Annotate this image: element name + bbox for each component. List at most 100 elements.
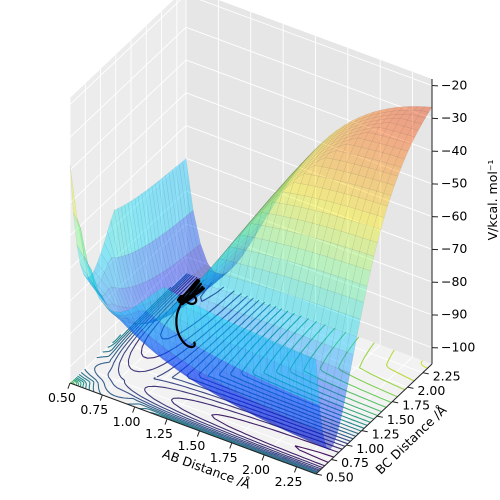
surface-cell: [330, 258, 342, 277]
surface-cell: [243, 217, 255, 230]
surface-cell: [403, 109, 415, 115]
surface-cell: [276, 228, 288, 245]
surface-cell: [321, 157, 334, 169]
surface-cell: [256, 202, 268, 216]
surface-cell: [292, 404, 304, 422]
surface-cell: [365, 188, 377, 202]
surface-cell: [191, 326, 203, 345]
surface-cell: [355, 197, 367, 212]
surface-cell: [365, 167, 377, 180]
surface-cell: [372, 190, 385, 205]
surface-cell: [367, 119, 379, 126]
surface-cell: [241, 231, 253, 247]
surface-cell: [144, 335, 156, 348]
surface-cell: [116, 314, 129, 319]
surface-cell: [317, 323, 329, 345]
x-tick-mark: [294, 466, 298, 473]
surface-cell: [280, 177, 292, 192]
surface-cell: [217, 382, 229, 396]
surface-cell: [363, 123, 376, 130]
surface-cell: [263, 193, 275, 207]
y-axis-line: [315, 363, 433, 475]
surface-cell: [296, 420, 308, 434]
surface-cell: [219, 274, 231, 292]
surface-cell: [111, 286, 123, 308]
surface-cell: [207, 310, 219, 359]
surface-cell: [204, 282, 216, 289]
surface-cell: [275, 186, 287, 198]
surface-cell: [359, 268, 371, 287]
surface-cell: [385, 114, 397, 120]
surface-cell: [223, 358, 236, 376]
contour-line: [77, 310, 365, 429]
surface-cell: [114, 208, 126, 257]
surface-cell: [206, 386, 218, 394]
surface-cell: [289, 173, 301, 183]
surface-cell: [223, 291, 235, 310]
x-tick-mark: [132, 406, 136, 413]
surface-cell: [189, 248, 202, 272]
surface-cell: [305, 147, 317, 160]
surface-cell: [245, 397, 258, 411]
surface-cell: [186, 212, 198, 250]
surface-cell: [310, 148, 322, 158]
surface-cell: [163, 307, 175, 313]
surface-cell: [204, 263, 216, 276]
y-tick-label: 1.50: [387, 412, 415, 427]
surface-cell: [309, 284, 321, 305]
surface-cell: [126, 317, 138, 324]
surface-cell: [243, 218, 255, 231]
surface-cell: [278, 177, 290, 190]
surface-cell: [247, 251, 259, 269]
surface-cell: [239, 405, 251, 414]
surface-cell: [247, 225, 259, 241]
surface-cell: [358, 210, 371, 226]
surface-cell: [200, 280, 213, 286]
surface-cell: [198, 286, 210, 297]
x-tick-mark: [67, 382, 71, 389]
surface-cell: [294, 349, 306, 400]
surface-cell: [342, 135, 355, 143]
surface-cell: [293, 419, 305, 438]
surface-cell: [257, 202, 269, 215]
y-tick-label: 0.50: [326, 470, 354, 485]
surface-cell: [296, 168, 308, 178]
surface-cell: [155, 352, 167, 360]
surface-cell: [218, 246, 231, 261]
surface-cell: [275, 386, 287, 418]
surface-cell: [151, 315, 163, 322]
surface-cell: [345, 297, 357, 318]
surface-cell: [233, 248, 245, 264]
surface-cell: [285, 426, 298, 435]
surface-cell: [302, 151, 313, 164]
surface-cell: [248, 317, 260, 337]
surface-cell: [216, 264, 228, 278]
y-tick-mark: [346, 444, 353, 447]
surface-cell: [321, 381, 333, 403]
surface-cell: [328, 140, 340, 148]
surface-cell: [195, 289, 207, 299]
surface-cell: [284, 330, 296, 351]
surface-cell: [217, 357, 230, 389]
surface-cell: [216, 354, 228, 373]
surface-cell: [294, 280, 307, 300]
surface-cell: [355, 222, 367, 239]
surface-cell: [297, 433, 309, 441]
surface-cell: [331, 136, 343, 144]
surface-cell: [277, 291, 289, 312]
surface-cell: [127, 200, 139, 252]
surface-cell: [240, 237, 252, 253]
surface-cell: [235, 402, 247, 410]
surface-cell: [191, 356, 203, 372]
surface-cell: [208, 286, 220, 305]
surface-cell: [188, 366, 200, 379]
surface-cell: [140, 322, 151, 324]
surface-cell: [156, 340, 168, 361]
surface-cell: [316, 254, 328, 273]
surface-cell: [250, 211, 262, 225]
surface-cell: [311, 165, 323, 177]
surface-cell: [295, 159, 307, 171]
surface-cell: [211, 254, 223, 269]
surface-cell: [386, 154, 398, 166]
surface-cell: [247, 230, 259, 247]
